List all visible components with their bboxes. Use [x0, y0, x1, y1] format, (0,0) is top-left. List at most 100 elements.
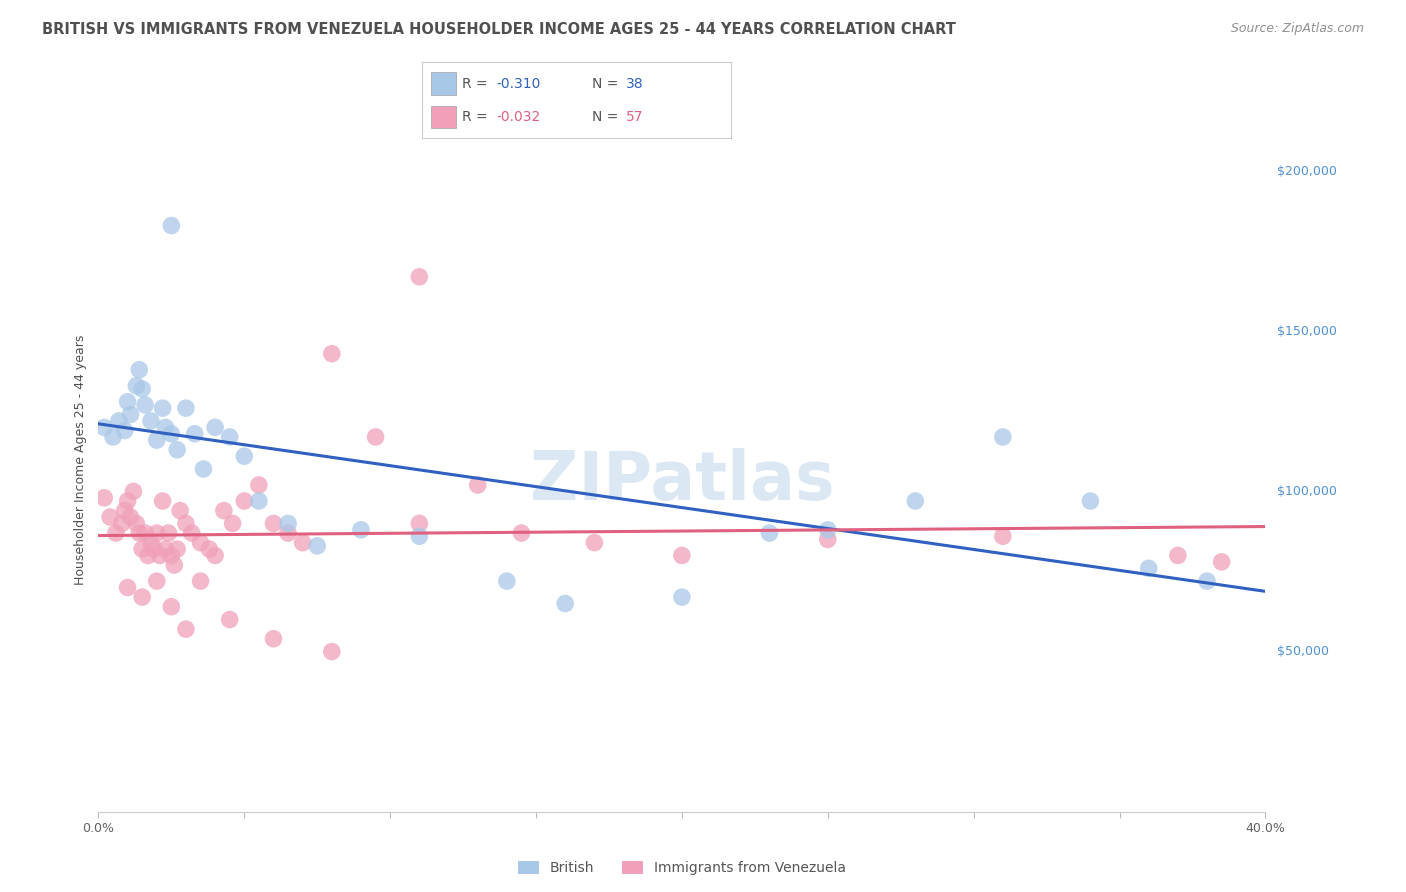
Point	[218, 613, 240, 627]
Point	[277, 526, 299, 541]
Point	[408, 516, 430, 531]
Point	[152, 401, 174, 416]
Point	[166, 442, 188, 457]
Point	[671, 549, 693, 563]
Text: ZIPatlas: ZIPatlas	[530, 448, 834, 514]
Point	[111, 516, 134, 531]
Point	[190, 574, 212, 588]
Point	[146, 574, 169, 588]
Point	[583, 535, 606, 549]
Point	[817, 533, 839, 547]
Point	[163, 558, 186, 573]
Text: $150,000: $150,000	[1277, 325, 1336, 338]
Point	[671, 590, 693, 604]
Point	[117, 494, 139, 508]
Point	[291, 535, 314, 549]
Text: 38: 38	[626, 77, 644, 91]
Point	[117, 394, 139, 409]
Text: $100,000: $100,000	[1277, 485, 1336, 498]
Point	[101, 430, 124, 444]
Point	[247, 494, 270, 508]
Point	[321, 644, 343, 658]
Point	[139, 414, 162, 428]
Point	[233, 494, 256, 508]
Point	[93, 420, 115, 434]
Text: BRITISH VS IMMIGRANTS FROM VENEZUELA HOUSEHOLDER INCOME AGES 25 - 44 YEARS CORRE: BRITISH VS IMMIGRANTS FROM VENEZUELA HOU…	[42, 22, 956, 37]
Point	[128, 526, 150, 541]
Point	[233, 449, 256, 463]
Point	[758, 526, 780, 541]
Point	[174, 622, 197, 636]
Text: N =: N =	[592, 77, 619, 91]
Point	[136, 549, 159, 563]
Point	[131, 382, 153, 396]
Point	[321, 346, 343, 360]
Point	[160, 426, 183, 441]
Point	[146, 433, 169, 447]
Text: R =: R =	[463, 110, 488, 124]
Point	[262, 516, 284, 531]
Point	[212, 503, 235, 517]
Point	[160, 599, 183, 614]
Point	[364, 430, 387, 444]
Point	[142, 542, 165, 557]
Point	[1195, 574, 1218, 588]
Point	[128, 362, 150, 376]
Legend: British, Immigrants from Venezuela: British, Immigrants from Venezuela	[517, 862, 846, 875]
Point	[495, 574, 517, 588]
Point	[262, 632, 284, 646]
Point	[120, 408, 142, 422]
Point	[155, 542, 177, 557]
Point	[98, 510, 121, 524]
Point	[1211, 555, 1233, 569]
Point	[93, 491, 115, 505]
Point	[408, 529, 430, 543]
Point	[1137, 561, 1160, 575]
Point	[149, 549, 172, 563]
Text: $200,000: $200,000	[1277, 165, 1336, 178]
Point	[1167, 549, 1189, 563]
Point	[155, 420, 177, 434]
Point	[125, 516, 148, 531]
Point	[204, 549, 226, 563]
Point	[131, 590, 153, 604]
Point	[169, 503, 191, 517]
Text: 57: 57	[626, 110, 644, 124]
Text: $50,000: $50,000	[1277, 645, 1329, 658]
Point	[139, 535, 162, 549]
Point	[117, 581, 139, 595]
Point	[991, 529, 1014, 543]
FancyBboxPatch shape	[432, 72, 456, 95]
Point	[247, 478, 270, 492]
Point	[193, 462, 215, 476]
Point	[183, 426, 205, 441]
Text: R =: R =	[463, 77, 488, 91]
Point	[166, 542, 188, 557]
Point	[221, 516, 243, 531]
Point	[174, 401, 197, 416]
Point	[125, 378, 148, 392]
Point	[467, 478, 489, 492]
Point	[307, 539, 329, 553]
Point	[510, 526, 533, 541]
Point	[554, 597, 576, 611]
Point	[108, 414, 131, 428]
Point	[991, 430, 1014, 444]
Point	[120, 510, 142, 524]
Point	[408, 269, 430, 284]
FancyBboxPatch shape	[432, 105, 456, 128]
Point	[277, 516, 299, 531]
Point	[350, 523, 373, 537]
Point	[218, 430, 240, 444]
Point	[114, 424, 136, 438]
Point	[157, 526, 180, 541]
Point	[160, 549, 183, 563]
Point	[174, 516, 197, 531]
Text: -0.032: -0.032	[496, 110, 540, 124]
Point	[1080, 494, 1102, 508]
Point	[134, 526, 156, 541]
Point	[104, 526, 127, 541]
Text: Source: ZipAtlas.com: Source: ZipAtlas.com	[1230, 22, 1364, 36]
Point	[190, 535, 212, 549]
Text: N =: N =	[592, 110, 619, 124]
